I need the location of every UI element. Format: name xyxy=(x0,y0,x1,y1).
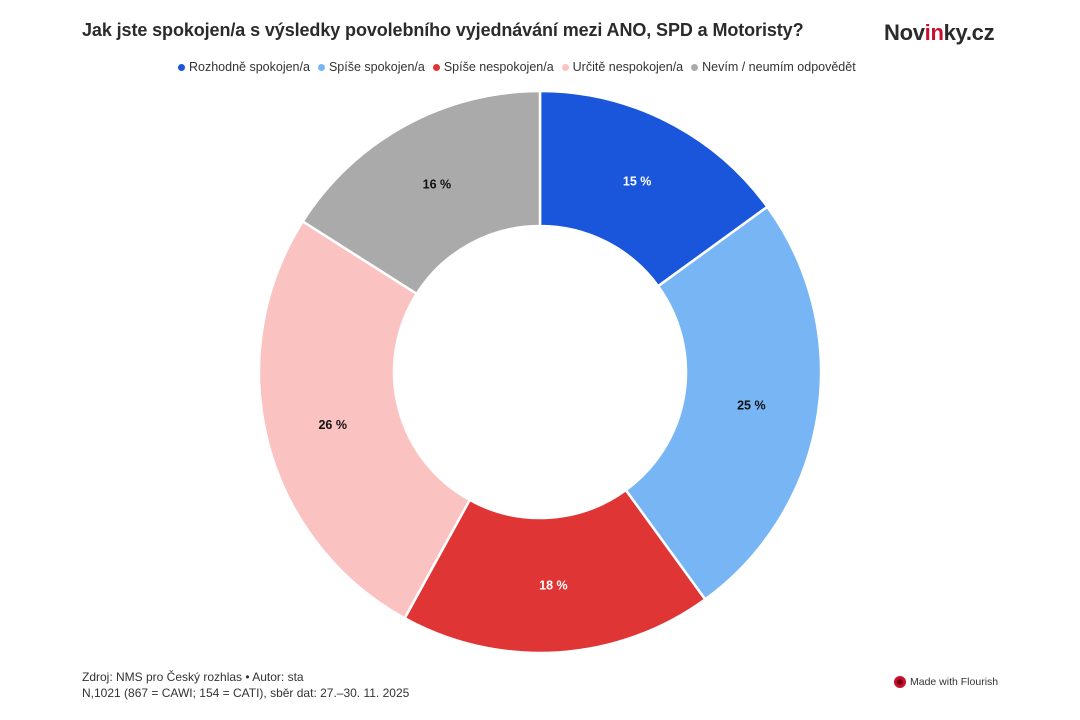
legend-item-nevim[interactable]: Nevím / neumím odpovědět xyxy=(691,60,856,74)
slice-spise-spokojen[interactable] xyxy=(624,205,823,601)
sample-note: N,1021 (867 = CAWI; 154 = CATI), sběr da… xyxy=(82,686,410,700)
data-label-nevim: 16 % xyxy=(423,177,452,191)
legend-item-urcite-nespokojen[interactable]: Určitě nespokojen/a xyxy=(561,60,684,74)
slice-nevim[interactable] xyxy=(301,89,542,296)
chart-footer: Zdroj: NMS pro Český rozhlas • Autor: st… xyxy=(82,669,409,701)
slice-spise-nespokojen[interactable] xyxy=(403,488,707,655)
slice-urcite-nespokojen[interactable] xyxy=(257,220,471,620)
legend-swatch xyxy=(561,63,569,71)
legend-swatch xyxy=(317,63,325,71)
flourish-credit-label: Made with Flourish xyxy=(910,676,999,688)
data-label-rozhodne-spokojen: 15 % xyxy=(623,174,652,188)
data-label-urcite-nespokojen: 26 % xyxy=(318,418,347,432)
legend-label: Spíše nespokojen/a xyxy=(443,60,554,74)
legend-label: Spíše spokojen/a xyxy=(328,60,425,74)
brand-logo[interactable]: Novinky.cz xyxy=(884,20,995,45)
flourish-icon xyxy=(894,676,906,688)
legend-label: Nevím / neumím odpovědět xyxy=(702,60,856,74)
data-label-spise-nespokojen: 18 % xyxy=(539,579,568,593)
legend-swatch xyxy=(432,63,440,71)
legend-item-spise-spokojen[interactable]: Spíše spokojen/a xyxy=(317,60,425,74)
legend-item-spise-nespokojen[interactable]: Spíše nespokojen/a xyxy=(432,60,554,74)
source-note: Zdroj: NMS pro Český rozhlas • Autor: st… xyxy=(82,670,304,684)
legend-label: Rozhodně spokojen/a xyxy=(189,60,310,74)
legend-item-rozhodne-spokojen[interactable]: Rozhodně spokojen/a xyxy=(178,60,310,74)
slice-rozhodne-spokojen[interactable] xyxy=(538,89,769,288)
flourish-credit[interactable]: Made with Flourish xyxy=(894,676,998,688)
chart-legend: Rozhodně spokojen/a Spíše spokojen/a Spí… xyxy=(178,60,856,74)
chart-title: Jak jste spokojen/a s výsledky povolební… xyxy=(82,20,804,40)
data-label-spise-spokojen: 25 % xyxy=(737,398,766,412)
legend-label: Určitě nespokojen/a xyxy=(572,60,684,74)
legend-swatch xyxy=(691,63,699,71)
legend-swatch xyxy=(178,63,185,71)
